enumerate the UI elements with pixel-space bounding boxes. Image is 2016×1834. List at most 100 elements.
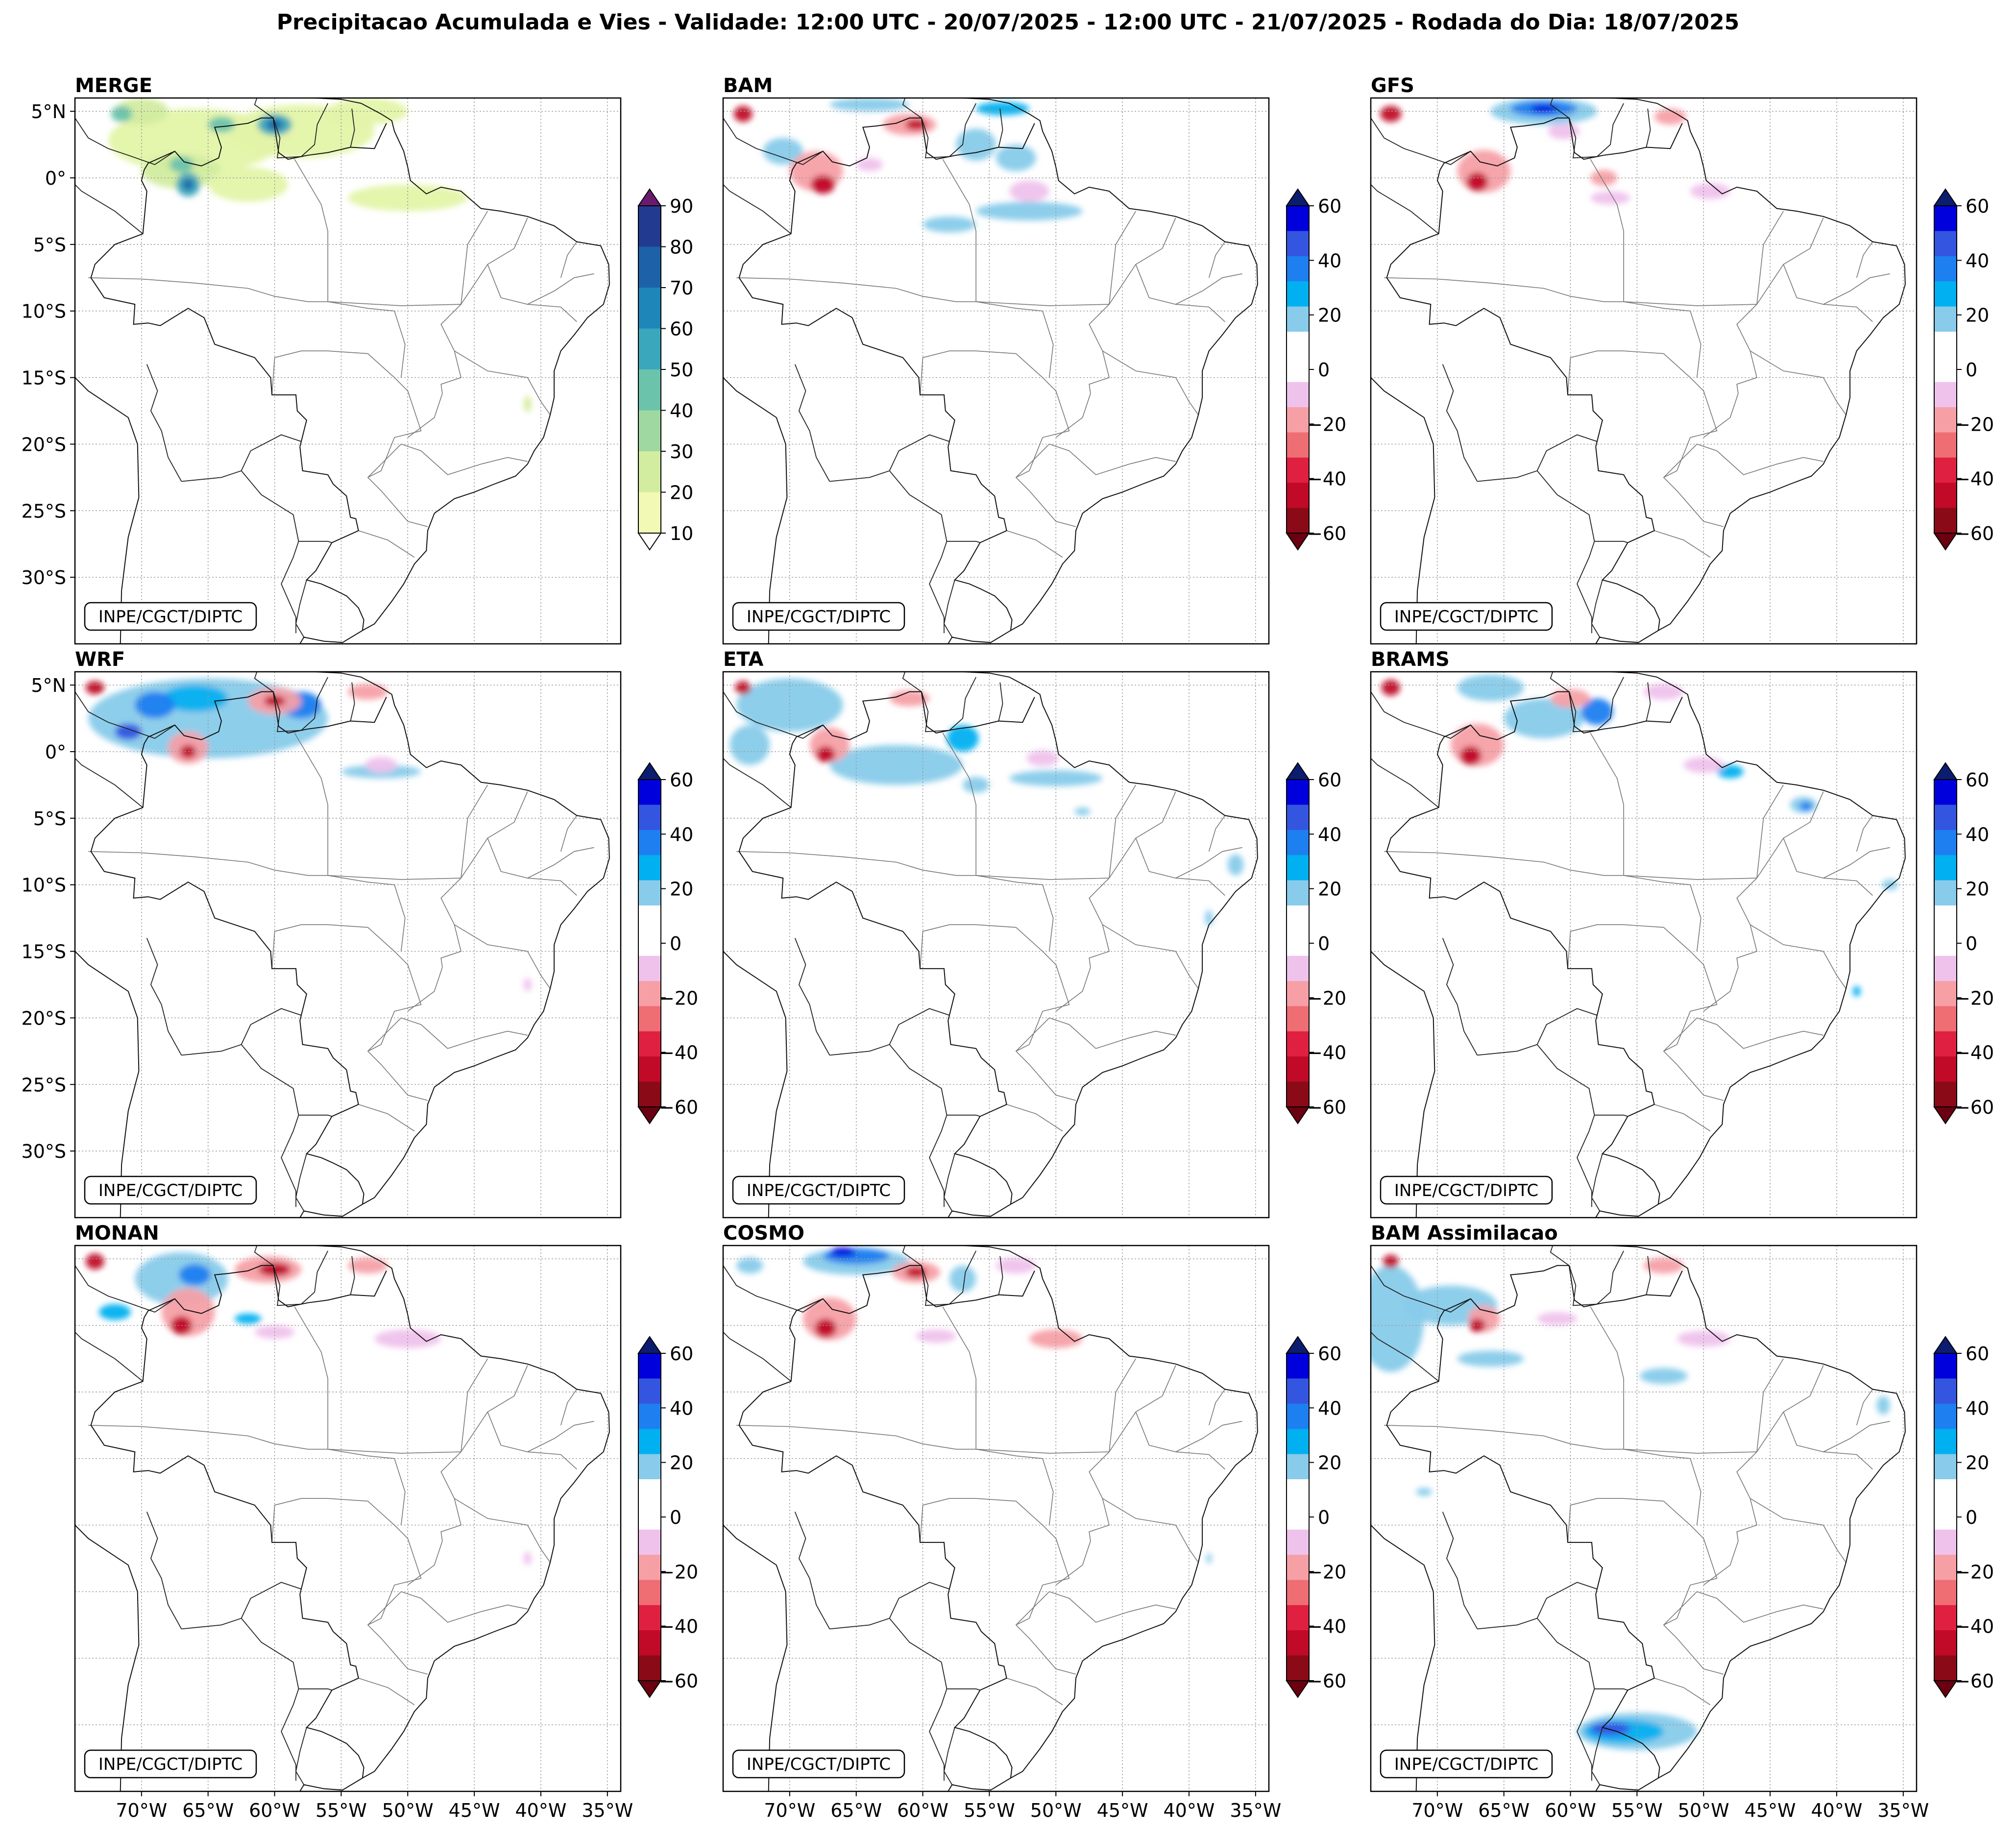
- country-border: [944, 580, 955, 637]
- field-layer: [85, 1252, 532, 1565]
- country-border: [829, 1582, 950, 1630]
- map-frame: [1370, 671, 1918, 1219]
- brazil-border: [1386, 1265, 1683, 1778]
- state-border: [1697, 1017, 1777, 1049]
- country-border: [75, 1265, 175, 1313]
- state-border: [1049, 1591, 1129, 1623]
- state-border: [920, 1498, 1070, 1626]
- field-blob: [1590, 1722, 1630, 1736]
- colorbar-bias: 60 40 20 0 −20 −40 −60: [1933, 762, 1994, 1125]
- state-border: [1055, 393, 1091, 438]
- colorbar-segment: [1934, 1630, 1957, 1656]
- colorbar-tick-label: 0: [670, 933, 681, 954]
- state-border: [1823, 878, 1873, 896]
- state-border: [1175, 878, 1225, 896]
- figure-title: Precipitacao Acumulada e Vies - Validade…: [276, 10, 1740, 35]
- state-border: [1384, 1425, 1757, 1454]
- field-blob: [963, 777, 990, 793]
- state-border: [1109, 1358, 1136, 1452]
- map-content: [723, 1246, 1269, 1791]
- state-border: [1776, 1604, 1823, 1612]
- field-blob: [178, 1264, 211, 1286]
- colorbar-segment: [638, 410, 661, 451]
- map-content: [1371, 672, 1917, 1218]
- colorbar-segment: [638, 451, 661, 492]
- country-border: [295, 580, 307, 637]
- colorbar-tick-label: 60: [1966, 196, 1989, 217]
- field-blob: [523, 978, 532, 992]
- state-border: [1006, 1104, 1063, 1132]
- colorbar-segment: [1934, 1056, 1957, 1082]
- state-border: [1749, 350, 1846, 416]
- colorbar-segment: [1934, 780, 1957, 805]
- colorbar-bias: 60 40 20 0 −20 −40 −60: [1933, 188, 1994, 551]
- country-border: [1371, 184, 1439, 234]
- country-border: [889, 1618, 980, 1691]
- panel-title: COSMO: [723, 1222, 804, 1245]
- state-border: [367, 443, 428, 527]
- field-blob: [829, 98, 910, 112]
- colorbar-segment: [1934, 508, 1957, 534]
- colorbar-tick-label: 20: [1318, 879, 1341, 900]
- credit-box: [84, 602, 257, 631]
- state-border: [481, 1030, 528, 1038]
- state-border: [920, 924, 1070, 1052]
- field-layer: [729, 678, 1244, 926]
- state-border: [1129, 1030, 1176, 1038]
- state-border: [487, 838, 594, 879]
- colorbar-bias: 60 40 20 0 −20 −40 −60: [1286, 188, 1346, 551]
- country-border: [723, 758, 792, 808]
- field-blob: [85, 681, 104, 695]
- map-content: [1371, 1246, 1917, 1791]
- colorbar-tick-label: 40: [1318, 824, 1341, 845]
- state-border: [1703, 967, 1739, 1012]
- lon-tick-label: 55°W: [964, 1800, 1015, 1821]
- field-layer: [85, 678, 532, 992]
- map-background: [75, 1246, 621, 1791]
- colorbar-tick-label: −60: [659, 1670, 698, 1692]
- field-blob: [947, 725, 979, 752]
- lon-tick-label: 45°W: [1745, 1800, 1796, 1821]
- state-border: [1703, 393, 1739, 438]
- colorbar-segment: [1934, 231, 1957, 257]
- state-border: [271, 350, 422, 478]
- colorbar-segment: [1287, 1353, 1309, 1379]
- map-background: [723, 1246, 1269, 1791]
- field-blob: [1537, 1312, 1578, 1326]
- credit-box: [732, 1175, 905, 1205]
- state-border: [920, 350, 1070, 478]
- country-border: [1591, 1727, 1603, 1785]
- colorbar-tick-label: 20: [670, 1452, 693, 1474]
- colorbar-extend-bottom: [1286, 1106, 1310, 1125]
- state-border: [1756, 1358, 1784, 1452]
- field-blob: [1799, 801, 1813, 811]
- state-border: [1384, 277, 1757, 306]
- state-border: [1736, 1451, 1757, 1541]
- state-border: [407, 1541, 443, 1586]
- colorbar-tick-label: 60: [670, 769, 693, 791]
- map-frame: [722, 671, 1270, 1219]
- colorbar-tick-label: −40: [1955, 1042, 1994, 1064]
- country-border: [75, 1331, 144, 1382]
- state-border: [481, 1604, 528, 1612]
- map-background: [1371, 1246, 1917, 1791]
- state-border: [401, 1017, 481, 1049]
- state-border: [1129, 457, 1176, 465]
- colorbar-segment: [1287, 331, 1309, 357]
- field-blob: [1590, 170, 1617, 186]
- map-panel-merge: MERGE 5°N 0° 5°S 10°S 15°S 20°S 25°S 30°S INPE/CG…: [22, 74, 622, 645]
- lat-tick-label: 15°S: [22, 941, 66, 963]
- colorbar-segment: [1934, 855, 1957, 881]
- colorbar-segment: [1934, 281, 1957, 307]
- lon-tick-label: 50°W: [382, 1800, 434, 1821]
- colorbar-segment: [1287, 930, 1309, 956]
- colorbar-segment: [1934, 1353, 1957, 1379]
- lon-tick-label: 50°W: [1678, 1800, 1729, 1821]
- colorbar-extend-bottom: [1286, 533, 1310, 551]
- colorbar-segment: [1287, 830, 1309, 856]
- state-border: [1856, 241, 1873, 278]
- coastline: [723, 951, 788, 1218]
- colorbar-segment: [1934, 457, 1957, 483]
- colorbar-segment: [1934, 306, 1957, 332]
- coastline: [723, 672, 1258, 1218]
